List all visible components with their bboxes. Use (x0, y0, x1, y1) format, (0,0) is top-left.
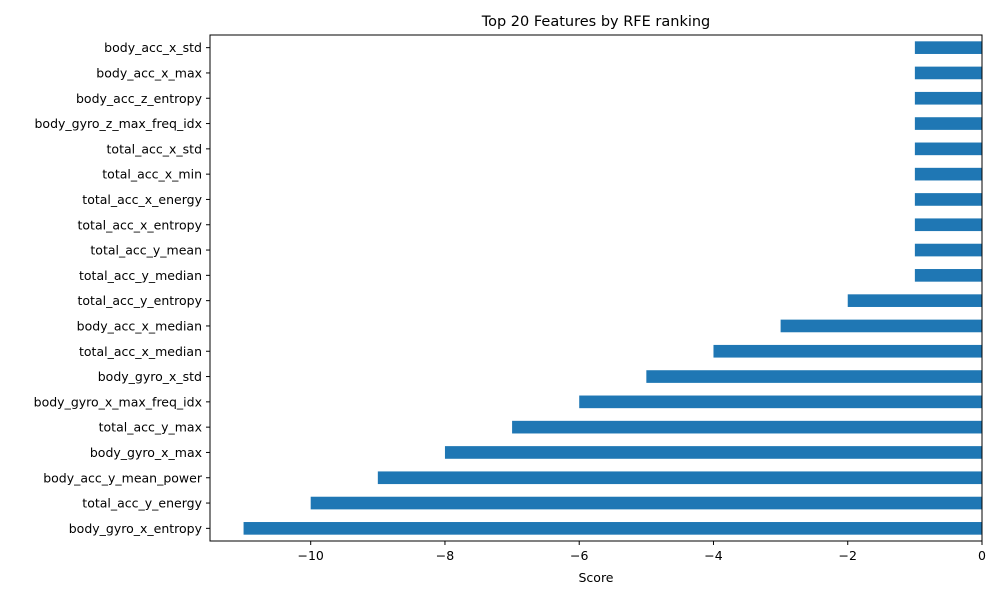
bar (243, 522, 983, 535)
y-tick-label: body_acc_x_median (77, 318, 202, 333)
bar (914, 41, 982, 54)
bar (914, 66, 982, 80)
x-tick-label: 0 (978, 548, 986, 563)
x-tick-label: −10 (298, 548, 324, 563)
bar (914, 117, 982, 130)
bar (713, 344, 982, 358)
bar (914, 243, 982, 257)
bar (310, 496, 982, 510)
bar (914, 269, 982, 282)
bar (847, 294, 982, 307)
y-tick-label: total_acc_x_entropy (78, 217, 203, 232)
bar (914, 142, 982, 156)
bar (914, 91, 982, 105)
bar (579, 395, 982, 409)
x-tick-label: −8 (436, 548, 454, 563)
bar (512, 420, 982, 434)
bar (914, 193, 982, 206)
bar (780, 319, 982, 333)
y-axis-ticks: body_acc_x_std body_acc_x_max body_acc_z_e… (34, 40, 210, 536)
bar (377, 471, 983, 485)
x-tick-label: −2 (839, 548, 857, 563)
y-tick-label: body_acc_x_max (96, 65, 202, 80)
y-tick-label: body_gyro_x_entropy (69, 521, 203, 536)
y-tick-label: total_acc_x_min (102, 167, 202, 182)
bars-layer (243, 41, 983, 535)
y-tick-label: total_acc_x_median (79, 344, 202, 359)
chart-title: Top 20 Features by RFE ranking (481, 14, 711, 30)
x-tick-label: −4 (704, 548, 722, 563)
x-tick-label: −6 (570, 548, 588, 563)
y-tick-label: body_acc_z_entropy (76, 91, 203, 106)
y-tick-label: total_acc_y_mean (90, 243, 202, 258)
x-axis-ticks: −10 −8 −6 −4 −2 0 (298, 541, 986, 563)
y-tick-label: total_acc_x_std (107, 141, 202, 156)
y-tick-label: body_gyro_x_std (98, 369, 202, 384)
plot-frame (209, 34, 983, 542)
bar (914, 167, 982, 181)
bar (646, 370, 982, 383)
y-tick-label: total_acc_y_entropy (78, 293, 203, 308)
y-tick-label: total_acc_y_median (79, 268, 202, 283)
y-tick-label: body_gyro_x_max (90, 445, 202, 460)
x-axis-label: Score (578, 570, 613, 585)
y-tick-label: body_acc_x_std (104, 40, 202, 55)
y-tick-label: body_gyro_z_max_freq_idx (35, 116, 203, 131)
y-tick-label: body_gyro_x_max_freq_idx (34, 394, 202, 409)
y-tick-label: total_acc_y_energy (82, 496, 202, 511)
y-tick-label: total_acc_y_max (99, 420, 202, 435)
bar (444, 446, 982, 459)
y-tick-label: body_acc_y_mean_power (43, 470, 203, 485)
y-tick-label: total_acc_x_energy (82, 192, 202, 207)
bar (914, 218, 982, 232)
